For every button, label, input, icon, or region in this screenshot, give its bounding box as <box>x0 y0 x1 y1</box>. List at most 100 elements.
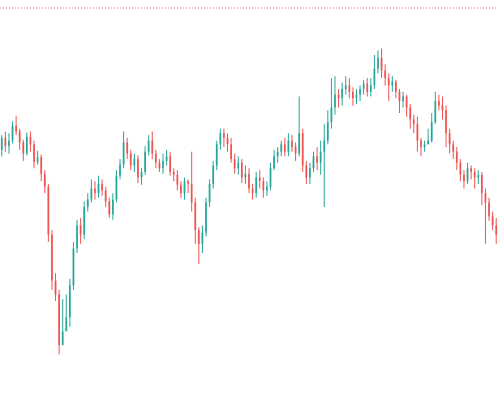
candle <box>362 79 365 95</box>
candle-body <box>398 91 401 102</box>
candle <box>316 147 318 171</box>
candle-body <box>51 234 53 281</box>
candle-body <box>0 137 3 150</box>
candle-body <box>212 165 215 184</box>
candle-body <box>391 81 394 86</box>
candle-body <box>366 83 369 92</box>
candle-body <box>412 119 415 125</box>
candle-body <box>330 107 333 123</box>
candle-body <box>58 294 61 346</box>
candle-body <box>72 248 75 286</box>
candle <box>484 188 487 244</box>
candle-body <box>387 78 390 86</box>
candle <box>226 133 229 152</box>
candle-body <box>319 151 322 163</box>
candle <box>416 116 419 152</box>
candle-body <box>25 136 28 154</box>
candle-body <box>430 122 433 141</box>
candle <box>423 140 426 152</box>
candle-body <box>172 171 175 175</box>
candle <box>326 110 329 145</box>
candle <box>352 87 354 106</box>
candle <box>377 50 379 74</box>
candle <box>212 160 215 189</box>
candle-body <box>463 174 465 182</box>
candle-body <box>115 175 118 200</box>
candle-body <box>237 162 240 169</box>
candle <box>108 197 111 219</box>
candle-body <box>94 188 96 194</box>
candle-body <box>280 144 283 152</box>
candle <box>477 170 480 184</box>
candle <box>176 170 179 191</box>
candle <box>201 225 204 254</box>
candle <box>111 193 114 220</box>
candle-body <box>326 122 329 141</box>
candle <box>158 159 161 172</box>
candle-body <box>15 125 18 132</box>
candle-body <box>223 133 225 138</box>
candle <box>83 201 86 240</box>
candle <box>122 131 125 169</box>
candle <box>115 170 118 203</box>
candle <box>233 153 236 174</box>
candle <box>330 78 333 129</box>
candle <box>86 193 89 212</box>
candle <box>309 162 311 184</box>
candle-body <box>283 144 286 152</box>
candle <box>25 132 28 156</box>
candle-body <box>151 140 154 154</box>
candle <box>398 89 401 114</box>
candle <box>154 149 157 169</box>
candle <box>194 197 197 244</box>
candle-body <box>262 181 265 191</box>
candle-body <box>369 85 372 92</box>
candle-body <box>491 216 494 226</box>
candle-body <box>488 202 490 217</box>
candle <box>240 159 243 184</box>
candle <box>119 159 121 180</box>
candle <box>94 181 96 200</box>
candle-body <box>83 206 86 235</box>
candle-body <box>68 285 71 318</box>
candle-body <box>248 173 250 189</box>
candle-body <box>377 57 379 69</box>
candle <box>466 162 469 184</box>
candle <box>491 211 494 231</box>
candle <box>11 121 14 144</box>
candle <box>151 131 154 160</box>
candle <box>183 177 186 200</box>
candle-body <box>169 156 172 172</box>
candle-body <box>36 157 39 162</box>
candle-body <box>380 57 383 71</box>
candle <box>51 230 53 290</box>
candle <box>219 128 222 150</box>
candle-body <box>291 140 293 148</box>
candle <box>312 151 315 172</box>
candle <box>40 154 43 182</box>
candle <box>266 181 268 196</box>
candle <box>104 186 107 207</box>
candle-body <box>233 159 236 169</box>
candle <box>144 146 146 175</box>
candle-body <box>344 85 347 90</box>
candle <box>215 140 218 171</box>
candle-body <box>258 177 261 182</box>
candle-body <box>197 230 200 244</box>
candle-body <box>208 183 211 203</box>
candle-body <box>183 181 186 194</box>
candle-body <box>266 186 268 191</box>
candle <box>380 48 383 79</box>
candle <box>305 160 308 184</box>
candle <box>473 168 476 189</box>
candle <box>402 91 404 108</box>
candle-body <box>165 156 168 161</box>
candle <box>65 294 68 332</box>
candle <box>470 165 473 180</box>
candle <box>180 181 182 198</box>
candle <box>230 137 232 163</box>
candle <box>251 183 254 200</box>
candle-body <box>437 101 440 106</box>
candle-body <box>276 151 279 157</box>
